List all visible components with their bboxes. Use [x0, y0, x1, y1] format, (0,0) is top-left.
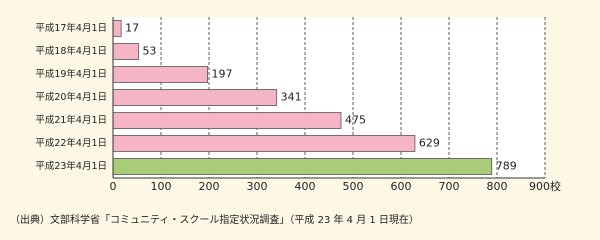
value-label: 475	[345, 114, 366, 127]
bar	[112, 158, 493, 175]
y-tick-label: 平成22年4月1日	[35, 137, 107, 149]
value-label: 341	[281, 91, 302, 104]
value-label: 789	[496, 160, 517, 173]
y-tick-label: 平成19年4月1日	[35, 68, 107, 80]
x-tick-label: 0	[110, 180, 117, 193]
bar	[112, 43, 139, 60]
x-tick-label: 900校	[529, 179, 561, 193]
bar	[112, 20, 122, 37]
x-tick-label: 500	[343, 180, 364, 193]
x-tick-label: 700	[439, 180, 460, 193]
value-label: 17	[125, 22, 139, 35]
x-tick-label: 600	[391, 180, 412, 193]
value-label: 53	[142, 45, 156, 58]
x-tick-label: 100	[151, 180, 172, 193]
y-tick-label: 平成20年4月1日	[35, 91, 107, 103]
value-label: 629	[419, 137, 440, 150]
source-note: （出典）文部科学省「コミュニティ・スクール指定状況調査」（平成 23 年 4 月…	[10, 213, 419, 226]
bar	[112, 112, 342, 129]
bar	[112, 89, 278, 106]
value-label: 197	[212, 68, 233, 81]
x-tick-label: 800	[487, 180, 508, 193]
y-tick-label: 平成18年4月1日	[35, 45, 107, 57]
bar	[112, 135, 416, 152]
x-tick-label: 400	[295, 180, 316, 193]
x-tick-label: 200	[199, 180, 220, 193]
bar	[112, 66, 208, 83]
y-tick-label: 平成17年4月1日	[35, 22, 107, 34]
y-tick-label: 平成23年4月1日	[35, 160, 107, 172]
y-tick-label: 平成21年4月1日	[35, 114, 107, 126]
x-tick-label: 300	[247, 180, 268, 193]
